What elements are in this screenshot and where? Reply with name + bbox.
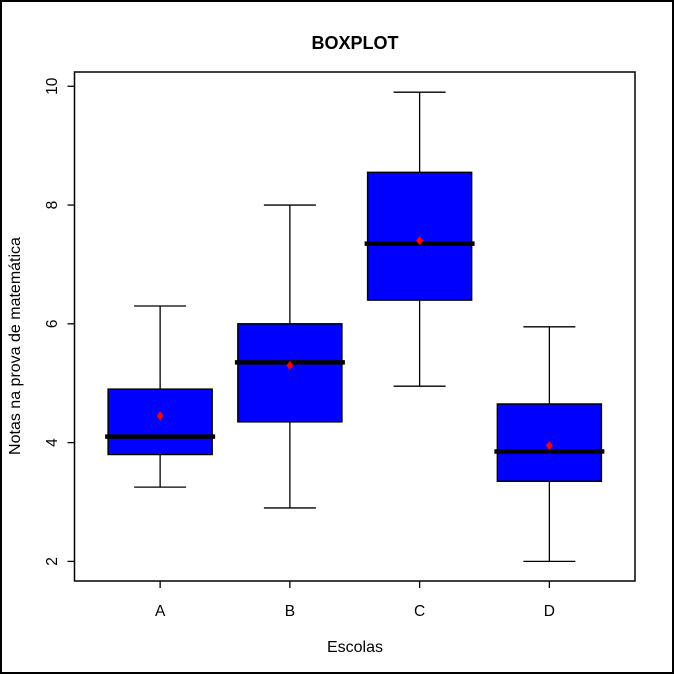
x-tick-label: A	[155, 603, 166, 620]
y-axis-label: Notas na prova de matemática	[7, 237, 24, 455]
mean-point	[545, 441, 553, 451]
plot-area: 2 4 6 8 10 A B C D	[44, 71, 636, 620]
mean-point	[156, 411, 164, 421]
chart-title: BOXPLOT	[311, 33, 398, 53]
y-tick-label: 4	[44, 438, 61, 447]
mean-point	[416, 236, 424, 246]
box-A	[107, 388, 213, 456]
plot-border	[73, 71, 636, 582]
x-tick-label: B	[285, 603, 295, 620]
y-tick-label: 10	[44, 77, 61, 95]
x-tick-label: C	[414, 603, 425, 620]
y-tick-label: 6	[44, 320, 61, 329]
x-axis-label: Escolas	[327, 639, 383, 656]
mean-point	[286, 360, 294, 370]
box-B	[237, 323, 343, 423]
x-tick-label: D	[544, 603, 555, 620]
y-tick-label: 2	[44, 557, 61, 566]
y-tick-label: 8	[44, 201, 61, 210]
